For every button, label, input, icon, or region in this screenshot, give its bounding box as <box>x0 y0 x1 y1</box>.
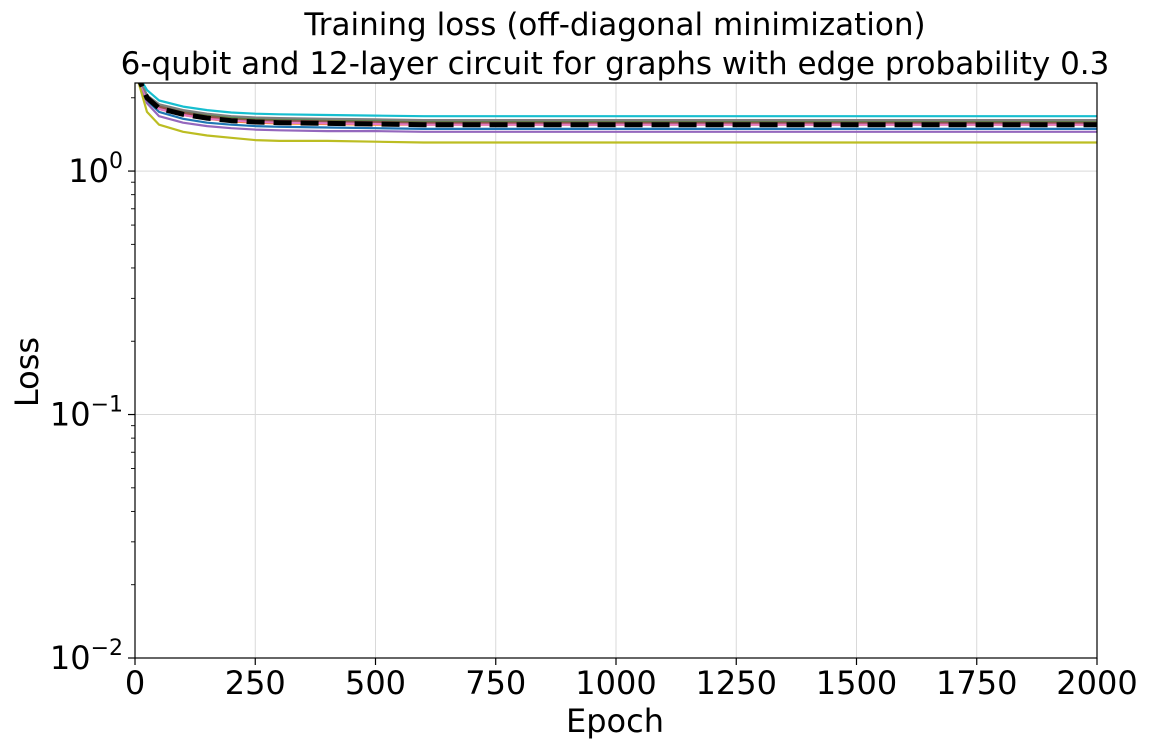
x-tick-label: 0 <box>125 664 145 702</box>
x-axis: 0 250 500 750 1000 1250 1500 1750 2000 <box>125 658 1138 702</box>
series-line-5 <box>138 83 1097 133</box>
series-line-8 <box>139 83 1097 122</box>
chart-title-line-1: Training loss (off-diagonal minimization… <box>303 7 925 43</box>
x-tick-label: 250 <box>225 664 286 702</box>
series-line-1 <box>138 83 1097 130</box>
x-tick-label: 750 <box>465 664 526 702</box>
x-tick-label: 2000 <box>1056 664 1137 702</box>
series-layer <box>137 83 1097 144</box>
series-line-3 <box>139 83 1097 123</box>
x-tick-label: 1500 <box>816 664 897 702</box>
x-tick-label: 1250 <box>696 664 777 702</box>
y-tick-label: 10−2 <box>50 636 123 677</box>
y-tick-label: 100 <box>68 149 123 190</box>
grid-lines <box>134 83 1098 659</box>
y-tick-label: 10−1 <box>50 393 123 434</box>
chart-title-line-2: 6-qubit and 12-layer circuit for graphs … <box>121 46 1110 82</box>
x-tick-label: 500 <box>345 664 406 702</box>
y-axis: 10−2 10−1 100 <box>50 97 135 677</box>
x-tick-label: 1750 <box>936 664 1017 702</box>
x-axis-label: Epoch <box>566 702 664 740</box>
series-line-10 <box>141 83 1097 118</box>
x-tick-label: 1000 <box>575 664 656 702</box>
series-line-9 <box>137 83 1097 144</box>
y-axis-label: Loss <box>8 337 46 407</box>
mean-series-line <box>137 83 1097 128</box>
